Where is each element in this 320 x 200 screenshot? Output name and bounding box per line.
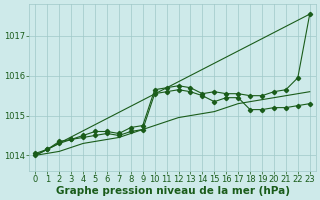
X-axis label: Graphe pression niveau de la mer (hPa): Graphe pression niveau de la mer (hPa): [56, 186, 290, 196]
